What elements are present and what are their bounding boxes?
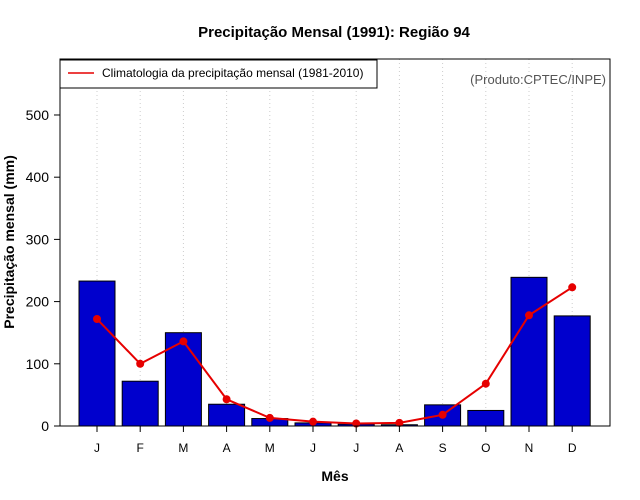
climatology-point-4 xyxy=(222,395,231,404)
climatology-point-1 xyxy=(93,315,101,324)
climatology-point-8 xyxy=(395,418,404,427)
plot-frame xyxy=(59,58,611,427)
legend: Climatologia da precipitação mensal (198… xyxy=(59,59,378,89)
climatology-point-9 xyxy=(438,410,447,419)
x-tick-label-6: J xyxy=(310,441,316,455)
y-tick-label-300: 300 xyxy=(26,231,50,247)
x-tick-label-5: M xyxy=(265,441,275,455)
climatology-point-11 xyxy=(525,311,533,320)
climatology-line xyxy=(96,286,573,425)
climatology-point-10 xyxy=(481,379,490,388)
bars-group xyxy=(78,276,591,427)
y-tick-label-200: 200 xyxy=(26,294,50,310)
y-axis: 0 100 200 300 400 500 xyxy=(26,107,60,434)
bar-1 xyxy=(78,280,116,427)
bar-4 xyxy=(208,403,246,427)
y-tick-label-100: 100 xyxy=(26,356,50,372)
x-tick-label-3: M xyxy=(178,441,188,455)
credit-annotation: (Produto:CPTEC/INPE) xyxy=(470,72,606,87)
y-tick-label-400: 400 xyxy=(26,169,50,185)
x-tick-label-12: D xyxy=(568,441,577,455)
climatology-point-6 xyxy=(309,417,317,426)
legend-label: Climatologia da precipitação mensal (198… xyxy=(102,66,363,80)
bar-10 xyxy=(467,409,505,427)
climatology-point-2 xyxy=(136,359,145,368)
x-tick-label-4: A xyxy=(223,441,231,455)
bar-11 xyxy=(510,276,548,427)
chart-title: Precipitação Mensal (1991): Região 94 xyxy=(198,24,470,41)
legend-box xyxy=(59,59,378,89)
y-axis-label: Precipitação mensal (mm) xyxy=(1,155,17,329)
x-tick-label-8: A xyxy=(395,441,403,455)
climatology-line-group xyxy=(93,283,577,428)
x-tick-label-7: J xyxy=(353,441,359,455)
y-tick-label-0: 0 xyxy=(41,418,49,434)
x-tick-label-9: S xyxy=(439,441,447,455)
climatology-point-5 xyxy=(265,413,274,422)
climatology-point-12 xyxy=(568,283,577,292)
climatology-point-3 xyxy=(179,337,188,346)
bar-3 xyxy=(164,332,202,427)
y-tick-label-500: 500 xyxy=(26,107,50,123)
x-axis-label: Mês xyxy=(321,468,348,484)
x-tick-label-1: J xyxy=(94,441,100,455)
bar-12 xyxy=(553,315,591,427)
x-tick-label-2: F xyxy=(137,441,144,455)
x-tick-label-10: O xyxy=(481,441,490,455)
bar-2 xyxy=(121,380,159,427)
x-tick-label-11: N xyxy=(525,441,534,455)
